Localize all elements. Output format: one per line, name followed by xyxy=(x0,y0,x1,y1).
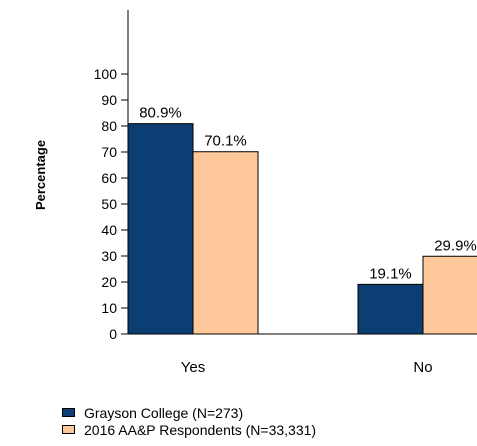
legend-label-series-2: 2016 AA&P Respondents (N=33,331) xyxy=(84,421,317,438)
bar-no-series-1 xyxy=(357,283,424,335)
data-label-yes-series-1: 80.9% xyxy=(139,105,182,122)
y-tick-label-100: 100 xyxy=(94,66,118,82)
bars-group: 80.9% 70.1% 19.1% 29.9% xyxy=(127,105,477,335)
x-tick-label-no: No xyxy=(413,359,432,376)
bar-no-series-2 xyxy=(422,255,477,335)
bar-yes-series-2 xyxy=(192,151,259,335)
y-tick-label-50: 50 xyxy=(101,196,117,212)
y-tick-label-90: 90 xyxy=(101,92,117,108)
y-tick-label-60: 60 xyxy=(101,170,117,186)
data-label-no-series-1: 19.1% xyxy=(369,265,412,282)
axes-group: 0 10 20 30 40 50 60 70 80 90 100 Yes No xyxy=(94,10,477,376)
y-tick-label-10: 10 xyxy=(101,300,117,316)
legend-swatch-series-2 xyxy=(62,425,75,434)
bar-yes-series-1 xyxy=(127,123,194,335)
legend-swatch-series-1 xyxy=(62,408,75,417)
data-label-yes-series-2: 70.1% xyxy=(204,133,247,150)
x-tick-label-yes: Yes xyxy=(181,359,205,376)
y-axis-label: Percentage xyxy=(33,140,48,210)
data-label-no-series-2: 29.9% xyxy=(434,237,477,254)
legend-item-series-2: 2016 AA&P Respondents (N=33,331) xyxy=(62,421,316,438)
legend: Grayson College (N=273) 2016 AA&P Respon… xyxy=(62,404,316,438)
y-tick-label-70: 70 xyxy=(101,144,117,160)
y-tick-label-40: 40 xyxy=(101,222,117,238)
y-tick-label-80: 80 xyxy=(101,118,117,134)
legend-label-series-1: Grayson College (N=273) xyxy=(84,404,244,421)
y-tick-label-30: 30 xyxy=(101,248,117,264)
y-tick-label-20: 20 xyxy=(101,274,117,290)
y-tick-label-0: 0 xyxy=(109,326,117,342)
legend-item-series-1: Grayson College (N=273) xyxy=(62,404,316,421)
